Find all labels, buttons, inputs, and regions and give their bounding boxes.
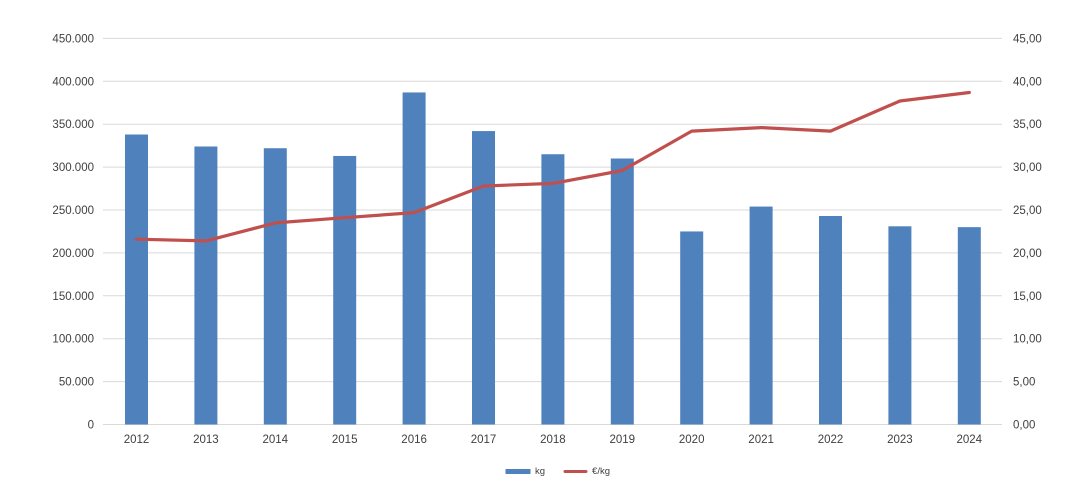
bar-2019 [610,158,634,425]
eur-per-kg-series-swatch-icon [563,470,588,474]
legend-item-kg[interactable]: kg [504,466,546,477]
bar-2017 [472,131,495,425]
left-axis-tick-label: 350.000 [52,119,94,131]
x-axis-tick-label: 2018 [540,434,566,446]
x-axis-tick-label: 2014 [263,434,289,446]
bar-2018 [541,154,565,425]
bar-2014 [263,148,287,425]
right-axis-tick-label: 45,00 [1013,33,1042,45]
left-axis-tick-label: 450.000 [52,33,94,45]
legend-label-kg: kg [534,466,546,477]
bar-2023 [888,226,912,425]
bar-2021 [749,206,773,425]
left-axis-tick-label: 150.000 [52,291,94,303]
right-axis-tick-label: 10,00 [1013,334,1042,346]
bar-2012 [125,134,148,425]
chart-legend: kg €/kg [504,466,610,477]
right-axis-tick-label: 35,00 [1013,119,1042,131]
x-axis-tick-label: 2015 [332,434,358,446]
right-axis-tick-label: 40,00 [1013,76,1042,88]
right-axis-tick-label: 20,00 [1013,248,1042,260]
left-axis-tick-label: 250.000 [52,205,94,217]
legend-label-eur-per-kg: €/kg [592,466,611,477]
x-axis-tick-label: 2019 [610,434,636,446]
x-axis-tick-label: 2021 [748,434,774,446]
bar-2024 [957,227,981,425]
kg-series-swatch-icon [504,469,530,475]
left-axis-tick-label: 50.000 [59,377,94,389]
x-axis-tick-label: 2024 [957,434,983,446]
right-axis-tick-label: 25,00 [1013,205,1042,217]
legend-item-eur-per-kg[interactable]: €/kg [563,467,610,477]
bar-2013 [194,146,218,425]
x-axis-tick-label: 2013 [193,434,219,446]
x-axis-tick-label: 2017 [471,434,497,446]
eur-per-kg-line [134,90,971,243]
left-axis-tick-label: 200.000 [52,248,94,260]
bar-2020 [680,231,704,425]
left-axis-tick-label: 0 [88,420,94,432]
right-axis-tick-label: 5,00 [1013,377,1035,389]
x-axis-tick-label: 2012 [124,434,150,446]
x-axis-tick-label: 2020 [679,434,705,446]
right-axis-tick-label: 0,00 [1013,420,1035,432]
right-axis-tick-label: 15,00 [1013,291,1042,303]
bar-2015 [333,155,357,425]
bar-2022 [819,216,842,425]
left-axis-tick-label: 400.000 [52,76,94,88]
left-axis-tick-label: 300.000 [52,162,94,174]
right-axis-tick-label: 30,00 [1013,162,1042,174]
x-axis-tick-label: 2022 [818,434,844,446]
x-axis-tick-label: 2016 [401,434,427,446]
x-axis-tick-label: 2023 [887,434,913,446]
bar-2016 [402,92,426,425]
left-axis-tick-label: 100.000 [52,334,94,346]
